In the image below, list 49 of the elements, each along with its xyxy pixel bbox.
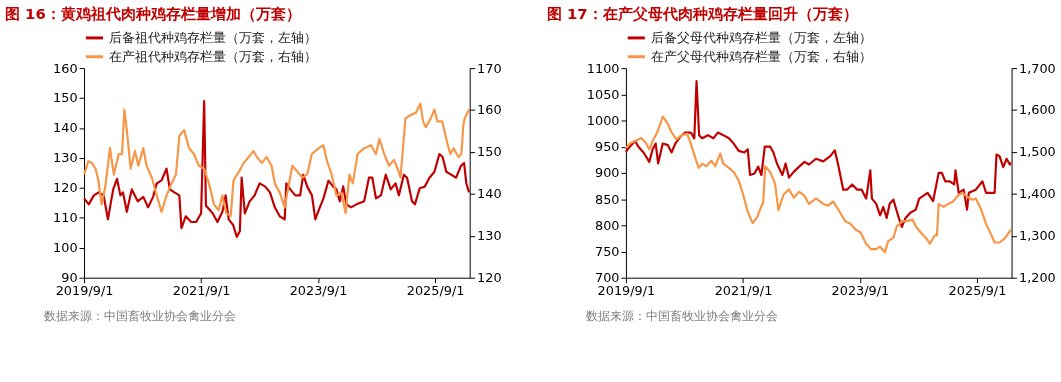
x-tick-label: 2025/9/1: [948, 283, 1007, 299]
y2-tick-label: 150: [477, 144, 502, 160]
y2-tick-label: 1,400: [1018, 186, 1056, 202]
y2-tick-label: 160: [477, 102, 502, 118]
y-tick-label: 130: [53, 150, 78, 166]
y2-tick-label: 170: [477, 60, 502, 76]
y2-tick-label: 120: [477, 270, 502, 286]
source-note: 数据来源：中国畜牧业协会禽业分会: [44, 309, 237, 324]
x-tick-label: 2019/9/1: [55, 283, 114, 299]
y-tick-label: 150: [53, 90, 78, 106]
y2-tick-label: 1,700: [1018, 60, 1056, 76]
y-tick-label: 1050: [586, 86, 620, 102]
x-tick-label: 2023/9/1: [831, 283, 890, 299]
legend-label: 在产祖代种鸡存栏量（万套，右轴）: [108, 48, 317, 64]
line-series: [82, 102, 471, 218]
y-tick-label: 850: [594, 191, 620, 207]
line-series: [624, 80, 1013, 228]
y-tick-label: 110: [53, 210, 78, 226]
y-tick-label: 90: [61, 270, 78, 286]
y-tick-label: 1000: [586, 112, 620, 128]
x-tick-label: 2019/9/1: [597, 283, 656, 299]
legend-label: 后备父母代种鸡存栏量（万套，左轴）: [650, 29, 872, 45]
y2-tick-label: 1,600: [1018, 102, 1056, 118]
y-tick-label: 700: [594, 270, 620, 286]
x-tick-label: 2021/9/1: [172, 283, 231, 299]
y-tick-label: 140: [53, 120, 78, 136]
line-series: [82, 99, 471, 239]
y2-tick-label: 1,200: [1018, 270, 1056, 286]
y-tick-label: 120: [53, 180, 78, 196]
y-tick-label: 100: [53, 240, 78, 256]
y-tick-label: 1100: [586, 60, 620, 76]
x-tick-label: 2021/9/1: [714, 283, 773, 299]
line-series: [624, 115, 1013, 254]
legend-label: 在产父母代种鸡存栏量（万套，右轴）: [650, 48, 872, 64]
y-tick-label: 800: [594, 217, 620, 233]
x-tick-label: 2023/9/1: [289, 283, 348, 299]
y-tick-label: 160: [53, 60, 78, 76]
chart-title: 图 16：黄鸡祖代肉种鸡存栏量增加（万套）: [4, 4, 301, 22]
y2-tick-label: 1,500: [1018, 144, 1056, 160]
y2-tick-label: 140: [477, 186, 502, 202]
y-tick-label: 750: [594, 243, 620, 259]
x-tick-label: 2025/9/1: [406, 283, 465, 299]
source-note: 数据来源：中国畜牧业协会禽业分会: [586, 309, 779, 324]
y-tick-label: 900: [594, 165, 620, 181]
chart-title: 图 17：在产父母代肉种鸡存栏量回升（万套）: [546, 4, 858, 22]
y2-tick-label: 1,300: [1018, 228, 1056, 244]
y2-tick-label: 130: [477, 228, 502, 244]
y-tick-label: 950: [594, 139, 620, 155]
legend-label: 后备祖代种鸡存栏量（万套，左轴）: [108, 29, 317, 45]
